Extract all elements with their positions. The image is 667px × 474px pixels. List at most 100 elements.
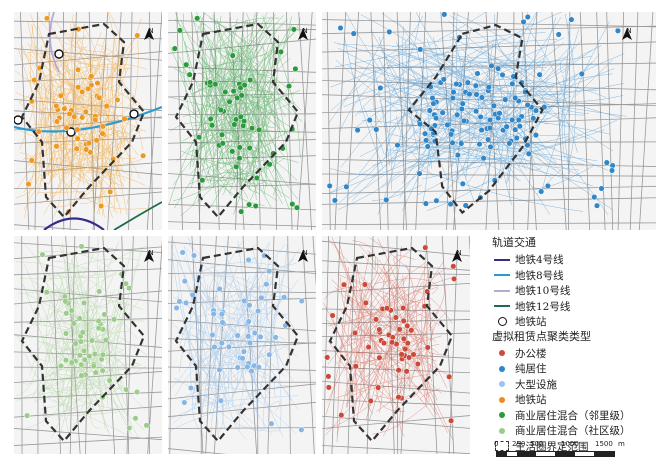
north-arrow: N: [298, 250, 312, 262]
flow-line: [25, 101, 96, 143]
flow-line: [242, 148, 271, 183]
cluster-point: [140, 152, 147, 159]
cluster-point: [53, 102, 60, 109]
cluster-point: [429, 95, 436, 102]
flow-line: [352, 48, 483, 201]
flow-line: [190, 395, 299, 405]
flow-line: [542, 21, 610, 189]
flow-line: [231, 333, 239, 400]
flow-line: [238, 66, 273, 111]
flow-line: [466, 46, 571, 170]
flow-line: [352, 240, 376, 271]
flow-line: [223, 80, 266, 195]
flow-line: [272, 177, 278, 196]
flow-line: [109, 291, 139, 340]
cluster-point: [524, 13, 531, 21]
cluster-point: [218, 340, 225, 347]
cluster-point: [43, 15, 51, 22]
cluster-point: [439, 109, 446, 116]
cluster-point: [39, 251, 46, 258]
cluster-point: [230, 88, 237, 95]
cluster-point: [63, 310, 70, 317]
cluster-point: [394, 142, 401, 149]
street: [296, 12, 313, 230]
cluster-point: [400, 305, 407, 312]
flow-line: [227, 401, 247, 440]
flow-line: [240, 125, 271, 155]
flow-line: [185, 241, 276, 346]
flow-line: [409, 337, 436, 344]
flow-line: [116, 129, 124, 173]
flow-line: [522, 20, 571, 117]
cluster-point: [396, 326, 403, 333]
flow-line: [50, 74, 72, 209]
street: [567, 12, 571, 230]
cluster-point: [544, 182, 551, 189]
flow-line: [200, 16, 240, 169]
flow-line: [192, 96, 274, 115]
flow-line: [379, 15, 424, 60]
metro-station-icon: [497, 317, 507, 327]
cluster-point: [513, 134, 520, 142]
flow-line: [77, 66, 121, 190]
flow-line: [204, 12, 251, 45]
flow-line: [44, 110, 55, 137]
cluster-point: [416, 121, 424, 128]
map-canvas: [168, 236, 316, 454]
flow-line: [93, 50, 96, 60]
flow-line: [473, 134, 490, 189]
cluster-point: [61, 105, 68, 112]
street-network: [14, 12, 162, 230]
legend-label: 地铁12号线: [515, 300, 571, 313]
legend-label: 地铁站: [515, 316, 547, 329]
cluster-point: [216, 285, 223, 292]
cluster-point: [448, 417, 455, 424]
flow-line: [61, 299, 119, 325]
cluster-point: [454, 152, 461, 159]
flow-line: [212, 22, 260, 63]
cluster-point: [366, 117, 373, 124]
flow-line: [386, 56, 567, 124]
flow-line: [61, 290, 75, 307]
flow-line: [338, 241, 392, 383]
legend-item-mixed-neighborhood: 商业居住混合（邻里级）: [492, 408, 662, 424]
flow-line: [453, 175, 502, 193]
cluster-point: [495, 65, 502, 72]
flow-line: [22, 157, 42, 168]
cluster-point: [367, 397, 374, 404]
street: [606, 12, 614, 230]
cluster-point: [94, 80, 101, 87]
flow-line: [405, 261, 444, 343]
cluster-point: [255, 364, 262, 371]
flow-line: [437, 56, 592, 64]
cluster-point: [74, 135, 81, 142]
cluster-point: [487, 143, 494, 150]
cluster-point: [74, 66, 82, 73]
flow-line: [16, 348, 126, 401]
flow-line: [353, 49, 526, 129]
cluster-point: [485, 84, 492, 91]
cluster-point: [86, 353, 93, 360]
flow-line: [350, 321, 438, 416]
flow-line: [368, 276, 454, 323]
map-canvas: [322, 12, 656, 230]
cluster-point: [183, 61, 190, 68]
cluster-point: [74, 126, 81, 133]
cluster-point: [532, 107, 540, 114]
flow-line: [338, 72, 451, 204]
flow-line: [359, 145, 383, 157]
flow-line: [70, 23, 77, 141]
flow-line: [223, 246, 259, 372]
cluster-point: [234, 364, 241, 371]
cluster-point: [252, 202, 259, 210]
cluster-point: [453, 80, 460, 88]
flow-line: [23, 147, 80, 170]
street: [14, 162, 162, 174]
cluster-point: [229, 52, 236, 59]
cluster-point: [176, 27, 183, 34]
flow-line: [250, 284, 258, 313]
cluster-point: [272, 334, 279, 341]
flow-line: [262, 24, 283, 106]
cluster-point: [176, 298, 183, 305]
flow-line: [170, 122, 214, 132]
